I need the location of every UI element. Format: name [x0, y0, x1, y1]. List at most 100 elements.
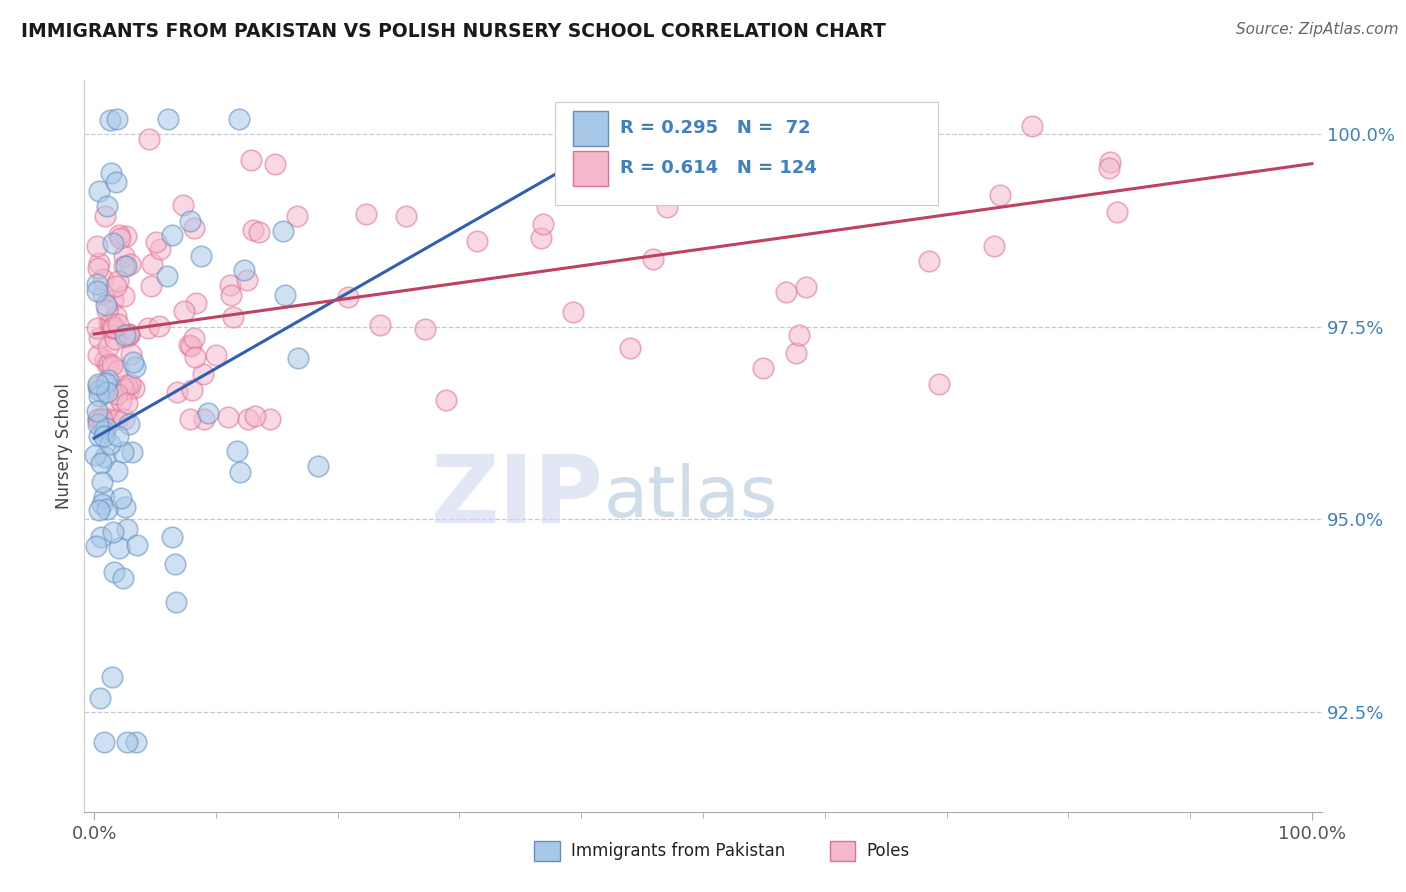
Point: [108, 541, 131, 555]
Point: [90, 531, 112, 545]
Point: [115, 396, 138, 410]
Point: [990, 188, 1012, 202]
Point: [96, 376, 118, 390]
Point: [695, 120, 717, 134]
Point: [226, 443, 249, 458]
Point: [94, 420, 117, 434]
Point: [232, 263, 254, 277]
Point: [101, 319, 124, 334]
Point: [107, 227, 129, 242]
Point: [122, 381, 145, 395]
Point: [695, 134, 717, 148]
Text: atlas: atlas: [605, 463, 779, 532]
Point: [139, 279, 162, 293]
Point: [434, 392, 457, 407]
Point: [530, 231, 553, 245]
Point: [356, 207, 378, 221]
Point: [87, 260, 110, 275]
Point: [97, 340, 120, 354]
Point: [117, 522, 139, 536]
Point: [619, 341, 641, 355]
Point: [86, 239, 108, 253]
Point: [87, 348, 110, 362]
Point: [96, 502, 118, 516]
FancyBboxPatch shape: [574, 111, 607, 146]
Point: [87, 412, 110, 426]
Point: [259, 412, 281, 426]
Point: [242, 223, 264, 237]
Point: [94, 450, 117, 465]
Point: [271, 224, 294, 238]
Point: [110, 491, 132, 506]
Point: [222, 310, 245, 324]
Point: [287, 351, 309, 365]
Point: [96, 198, 118, 212]
Point: [395, 209, 418, 223]
Point: [84, 448, 107, 462]
Point: [125, 735, 148, 749]
Text: R = 0.295   N =  72: R = 0.295 N = 72: [620, 119, 811, 136]
Point: [100, 397, 122, 411]
Point: [107, 274, 129, 288]
Point: [217, 409, 239, 424]
Point: [86, 412, 108, 426]
Point: [87, 503, 110, 517]
Point: [107, 318, 129, 332]
Point: [118, 327, 141, 342]
Point: [86, 404, 108, 418]
Point: [115, 735, 138, 749]
Point: [112, 289, 135, 303]
FancyBboxPatch shape: [554, 103, 938, 204]
Point: [96, 357, 118, 371]
FancyBboxPatch shape: [574, 152, 607, 186]
Point: [785, 346, 807, 360]
Point: [105, 175, 128, 189]
Point: [118, 382, 141, 396]
Point: [238, 412, 260, 426]
Text: ZIP: ZIP: [432, 451, 605, 543]
Point: [983, 238, 1005, 252]
Point: [115, 259, 138, 273]
Point: [89, 184, 111, 198]
Point: [124, 360, 146, 375]
Point: [204, 348, 226, 362]
Point: [1021, 120, 1043, 134]
Point: [105, 464, 128, 478]
Point: [796, 280, 818, 294]
Point: [120, 376, 142, 391]
Point: [104, 332, 127, 346]
Point: [93, 735, 115, 749]
Point: [91, 272, 114, 286]
Text: IMMIGRANTS FROM PAKISTAN VS POLISH NURSERY SCHOOL CORRELATION CHART: IMMIGRANTS FROM PAKISTAN VS POLISH NURSE…: [21, 22, 886, 41]
Point: [100, 166, 122, 180]
Point: [107, 429, 129, 443]
Point: [166, 385, 188, 400]
Point: [120, 347, 142, 361]
Point: [89, 384, 111, 398]
Point: [104, 278, 127, 293]
Point: [193, 412, 215, 426]
Point: [121, 355, 143, 369]
Point: [775, 285, 797, 299]
Text: Poles: Poles: [866, 842, 910, 860]
Point: [97, 357, 120, 371]
Point: [228, 112, 250, 126]
Point: [165, 595, 187, 609]
Point: [647, 176, 669, 190]
Point: [94, 298, 117, 312]
Point: [91, 497, 114, 511]
Point: [105, 386, 128, 401]
Point: [149, 243, 172, 257]
Point: [179, 213, 201, 227]
Point: [273, 288, 295, 302]
Point: [93, 490, 115, 504]
Point: [94, 210, 117, 224]
Point: [787, 327, 810, 342]
Y-axis label: Nursery School: Nursery School: [55, 383, 73, 509]
Point: [100, 316, 122, 330]
Point: [97, 412, 120, 426]
Point: [160, 530, 183, 544]
Point: [193, 367, 215, 381]
Point: [896, 173, 918, 187]
Point: [87, 417, 110, 431]
